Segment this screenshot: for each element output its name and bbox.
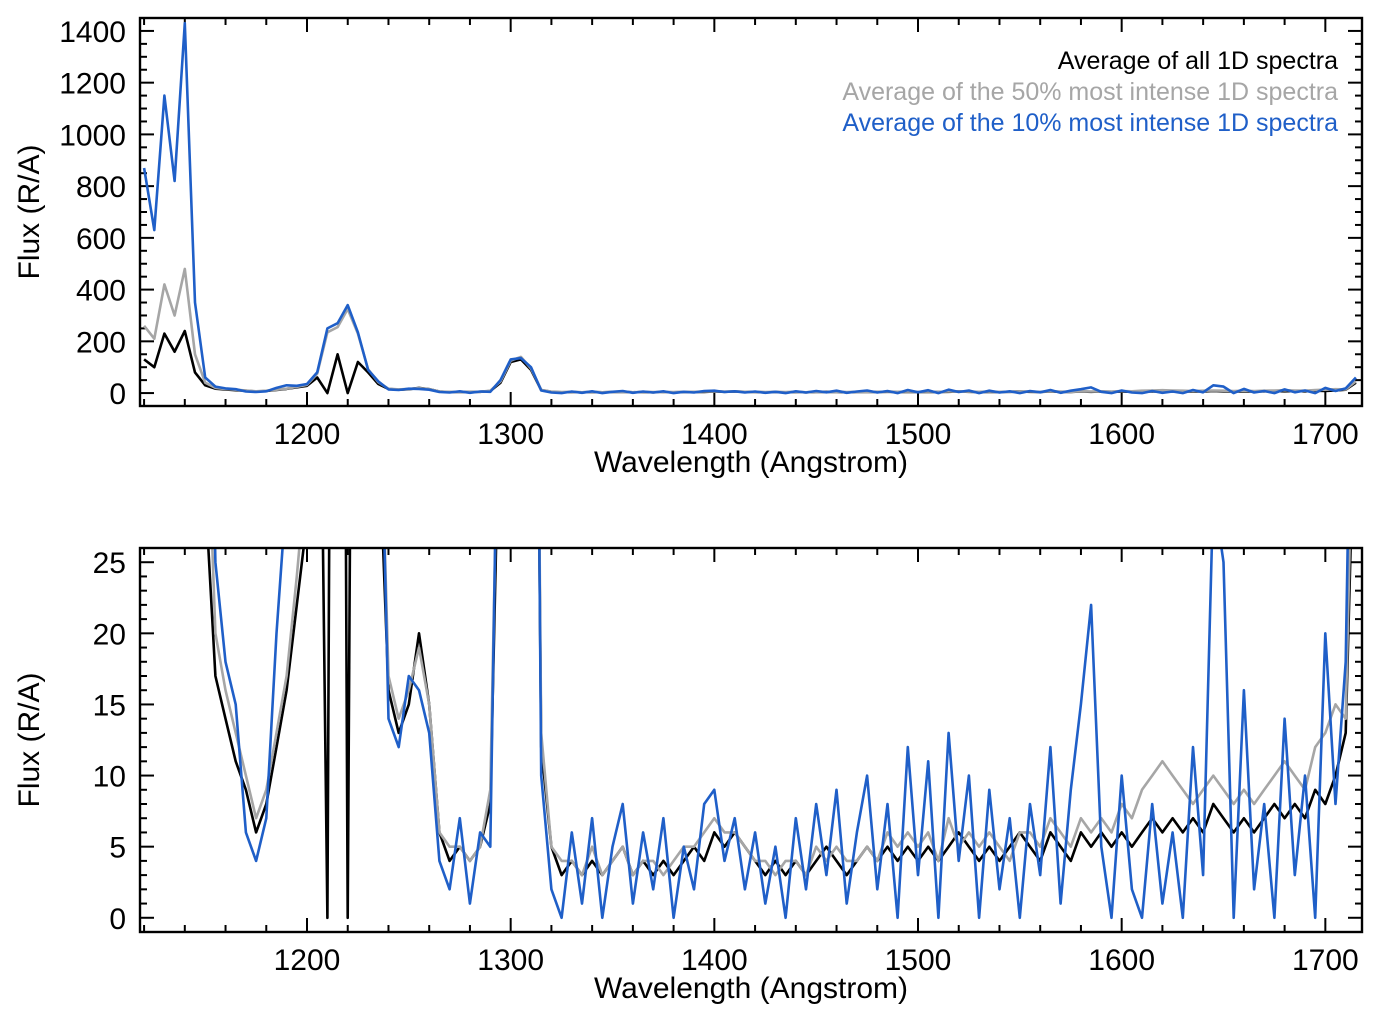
svg-text:1400: 1400 bbox=[681, 418, 748, 451]
svg-text:200: 200 bbox=[76, 326, 126, 359]
svg-text:1300: 1300 bbox=[477, 944, 544, 977]
svg-text:1200: 1200 bbox=[274, 418, 341, 451]
svg-text:15: 15 bbox=[93, 689, 126, 722]
svg-text:600: 600 bbox=[76, 223, 126, 256]
svg-text:1700: 1700 bbox=[1292, 944, 1359, 977]
svg-text:1200: 1200 bbox=[274, 944, 341, 977]
svg-text:1000: 1000 bbox=[59, 119, 126, 152]
svg-text:0: 0 bbox=[109, 378, 126, 411]
legend-item-10pct-spectra: Average of the 10% most intense 1D spect… bbox=[842, 109, 1338, 137]
svg-text:1600: 1600 bbox=[1088, 944, 1155, 977]
y-axis-label-bottom-panel: Flux (R/A) bbox=[13, 672, 46, 808]
svg-text:1400: 1400 bbox=[681, 944, 748, 977]
svg-text:20: 20 bbox=[93, 618, 126, 651]
svg-text:800: 800 bbox=[76, 171, 126, 204]
svg-text:1700: 1700 bbox=[1292, 418, 1359, 451]
svg-text:1200: 1200 bbox=[59, 68, 126, 101]
x-axis-label-top-panel: Wavelength (Angstrom) bbox=[593, 446, 908, 479]
svg-text:1400: 1400 bbox=[59, 16, 126, 49]
legend-item-50pct-spectra: Average of the 50% most intense 1D spect… bbox=[842, 78, 1338, 106]
svg-text:0: 0 bbox=[109, 903, 126, 936]
svg-text:400: 400 bbox=[76, 275, 126, 308]
svg-text:1500: 1500 bbox=[885, 944, 952, 977]
legend-item-all-spectra: Average of all 1D spectra bbox=[1057, 47, 1338, 75]
x-axis-label-bottom-panel: Wavelength (Angstrom) bbox=[593, 972, 908, 1005]
svg-text:10: 10 bbox=[93, 761, 126, 794]
svg-text:1600: 1600 bbox=[1088, 418, 1155, 451]
svg-text:5: 5 bbox=[109, 832, 126, 865]
svg-text:1500: 1500 bbox=[885, 418, 952, 451]
legend: Average of all 1D spectra Average of the… bbox=[842, 46, 1338, 139]
svg-text:25: 25 bbox=[93, 547, 126, 580]
y-axis-label-top-panel: Flux (R/A) bbox=[13, 144, 46, 280]
svg-text:1300: 1300 bbox=[477, 418, 544, 451]
